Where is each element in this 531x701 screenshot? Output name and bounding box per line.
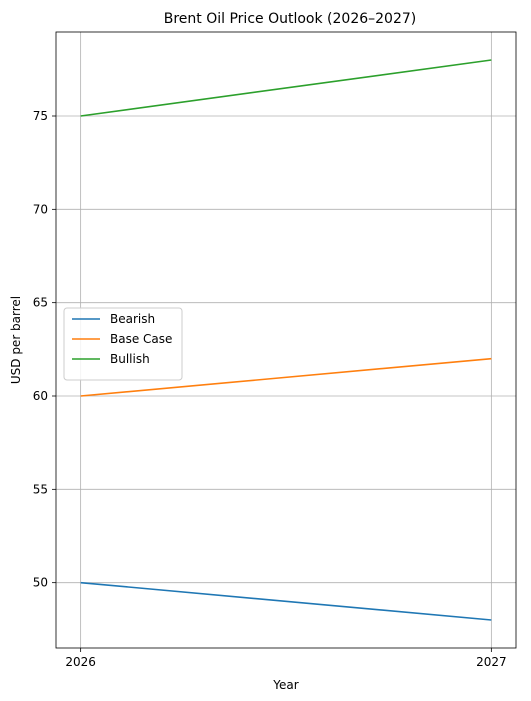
plot-frame — [55, 31, 517, 649]
y-tick-label: 75 — [33, 109, 48, 123]
y-tick-label: 65 — [33, 296, 48, 310]
chart-title: Brent Oil Price Outlook (2026–2027) — [164, 11, 416, 27]
series-lines — [80, 59, 492, 621]
x-tick-label: 2026 — [65, 655, 96, 669]
grid — [56, 32, 516, 648]
x-tick-label: 2027 — [476, 655, 507, 669]
legend: Bearish Base Case Bullish — [63, 307, 183, 381]
series-line-bearish — [80, 581, 492, 621]
series-line-base-case — [80, 357, 492, 397]
y-tick-label: 70 — [33, 202, 48, 216]
x-axis-ticks: 2026 2027 — [65, 648, 507, 669]
legend-box — [63, 307, 183, 381]
legend-label-bullish: Bullish — [110, 352, 150, 366]
legend-label-base-case: Base Case — [110, 332, 172, 346]
x-axis-label: Year — [272, 678, 298, 692]
legend-label-bearish: Bearish — [110, 312, 155, 326]
y-tick-label: 50 — [33, 576, 48, 590]
series-line-bullish — [80, 59, 492, 117]
y-axis-ticks: 50 55 60 65 70 75 — [33, 109, 56, 590]
y-tick-label: 60 — [33, 389, 48, 403]
y-axis-label: USD per barrel — [9, 296, 23, 384]
y-tick-label: 55 — [33, 482, 48, 496]
